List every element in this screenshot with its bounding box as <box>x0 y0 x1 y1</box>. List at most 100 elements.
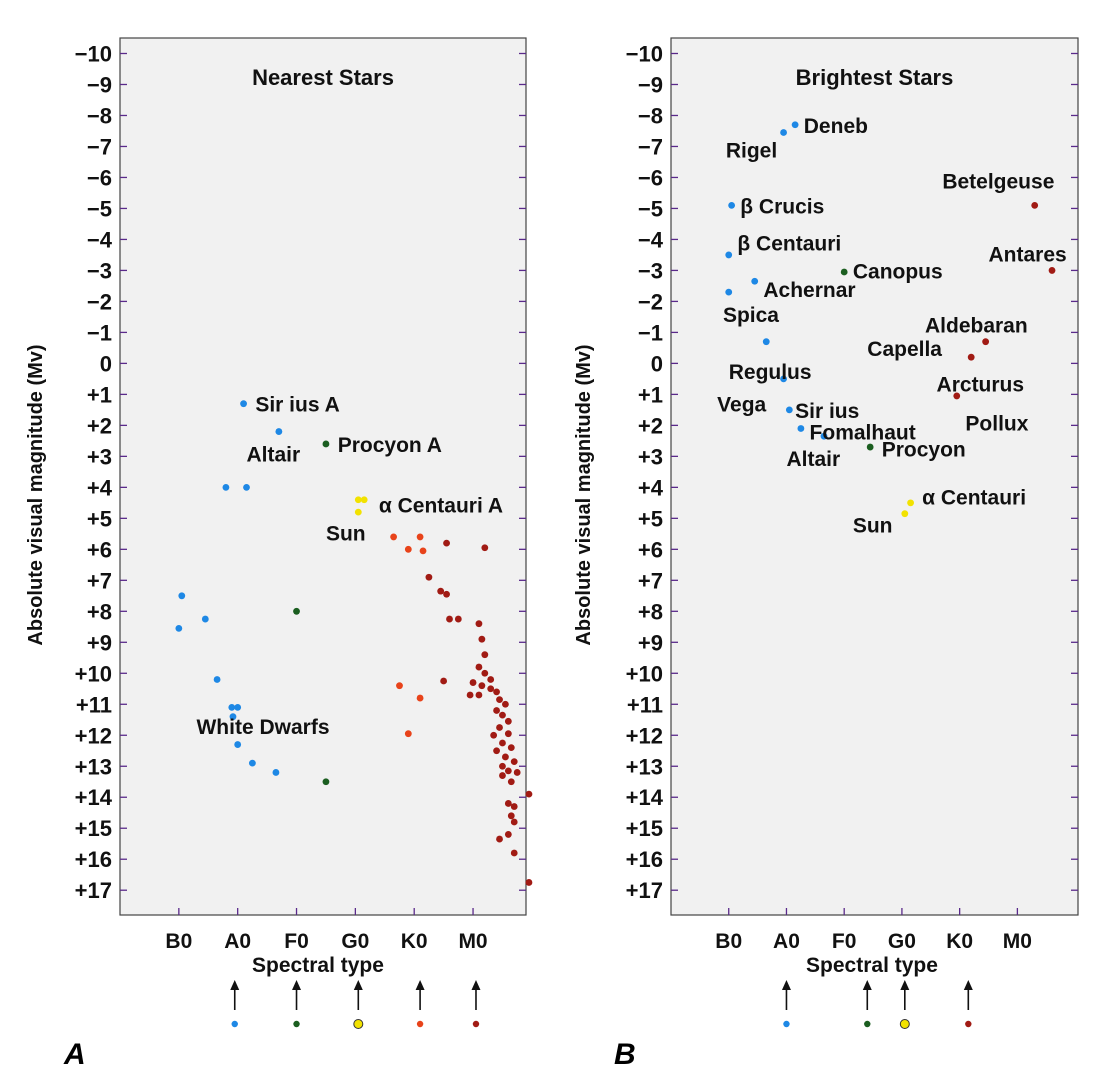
data-point-F <box>322 778 330 786</box>
data-point-M <box>496 724 503 731</box>
data-point-A <box>243 483 250 491</box>
data-point-M <box>478 635 486 643</box>
y-tick-label: +17 <box>75 878 112 903</box>
up-arrow-head-icon <box>471 980 481 990</box>
spectral-marker-A <box>231 1020 238 1028</box>
x-tick-label: M0 <box>1003 930 1032 953</box>
data-point-M <box>425 573 433 581</box>
data-point-M <box>967 353 975 361</box>
up-arrow-head-icon <box>415 980 425 990</box>
data-point-M <box>499 762 506 770</box>
y-tick-label: +5 <box>638 506 663 531</box>
up-arrow-head-icon <box>862 980 872 990</box>
data-point-K <box>416 694 424 702</box>
star-label: Spica <box>723 304 779 327</box>
data-point-K <box>404 545 412 553</box>
up-arrow-head-icon <box>963 980 973 990</box>
data-point-G <box>360 496 368 504</box>
chart-title: Brightest Stars <box>796 65 954 90</box>
y-tick-label: +16 <box>626 847 663 872</box>
y-tick-label: +15 <box>75 816 112 841</box>
x-tick-label: K0 <box>946 930 973 953</box>
y-tick-label: −3 <box>638 258 663 283</box>
data-point-M <box>507 744 515 752</box>
data-point-B <box>725 288 733 296</box>
data-point-G <box>354 508 362 516</box>
y-tick-label: +13 <box>75 754 112 779</box>
panel-b-label: B <box>614 1038 636 1071</box>
star-label: Pollux <box>965 412 1028 435</box>
star-label: Regulus <box>729 361 812 384</box>
data-point-M <box>493 688 500 696</box>
data-point-A <box>797 425 805 432</box>
data-point-M <box>490 731 498 739</box>
data-point-M <box>525 879 533 886</box>
data-point-M <box>1048 267 1056 274</box>
y-tick-label: −10 <box>75 41 112 66</box>
data-point-M <box>446 615 453 623</box>
data-point-M <box>507 778 515 786</box>
data-point-M <box>525 790 533 798</box>
y-tick-label: +9 <box>638 630 663 655</box>
plot-area <box>670 37 1079 916</box>
data-point-M <box>454 615 462 623</box>
panel-a-label: A <box>63 1038 86 1071</box>
data-point-M <box>475 620 483 628</box>
data-point-M <box>507 812 515 820</box>
y-tick-label: −7 <box>638 134 663 159</box>
data-point-M <box>502 753 509 761</box>
star-label: Sun <box>853 515 893 538</box>
y-tick-label: −5 <box>638 196 663 221</box>
data-point-A <box>785 406 793 414</box>
y-tick-label: −3 <box>87 258 112 283</box>
panel-b: −10−9−8−7−6−5−4−3−2−10+1+2+3+4+5+6+7+8+9… <box>626 37 1079 1029</box>
y-tick-label: −1 <box>87 320 112 345</box>
y-tick-label: 0 <box>100 351 112 376</box>
x-tick-label: G0 <box>888 930 916 953</box>
star-label: α Centauri <box>922 487 1026 510</box>
up-arrow-head-icon <box>353 980 363 990</box>
up-arrow-head-icon <box>781 980 791 990</box>
data-point-M <box>982 338 990 346</box>
spectral-marker-M <box>965 1020 972 1028</box>
y-tick-label: +8 <box>638 599 663 624</box>
y-tick-label: +4 <box>87 475 113 500</box>
data-point-M <box>510 849 518 857</box>
data-point-B <box>175 624 183 632</box>
data-point-B <box>762 338 770 346</box>
data-point-A <box>240 400 247 408</box>
data-point-M <box>481 544 489 552</box>
data-point-B <box>725 251 733 259</box>
y-tick-label: +6 <box>638 537 663 562</box>
y-tick-label: +8 <box>87 599 112 624</box>
star-label: Aldebaran <box>925 315 1028 338</box>
data-point-A <box>248 759 256 767</box>
plot-area <box>119 37 527 916</box>
y-tick-label: +3 <box>87 444 112 469</box>
data-point-M <box>953 392 961 400</box>
y-tick-label: −4 <box>638 227 664 252</box>
data-point-K <box>404 730 412 738</box>
y-tick-label: −4 <box>87 227 113 252</box>
data-point-M <box>504 767 512 775</box>
data-point-B <box>201 615 209 623</box>
y-tick-label: +15 <box>626 816 663 841</box>
panel-b-axes-labels: Absolute visual magnitude (Mv) Spectral … <box>573 344 938 1071</box>
data-point-A <box>234 703 242 711</box>
y-tick-label: +11 <box>76 692 112 717</box>
y-tick-label: +14 <box>626 785 664 810</box>
data-point-A <box>791 121 799 129</box>
y-tick-label: +7 <box>638 568 663 593</box>
data-point-A <box>213 676 221 683</box>
y-tick-label: +13 <box>626 754 663 779</box>
y-tick-label: −2 <box>87 289 112 314</box>
data-point-A <box>234 741 242 748</box>
panel-a-xlabel: Spectral type <box>252 954 384 977</box>
data-point-F <box>866 443 874 451</box>
y-tick-label: +7 <box>87 568 112 593</box>
up-arrow-head-icon <box>292 980 302 990</box>
data-point-M <box>475 663 483 671</box>
star-label: Sir ius <box>795 400 859 423</box>
data-point-M <box>487 685 495 693</box>
